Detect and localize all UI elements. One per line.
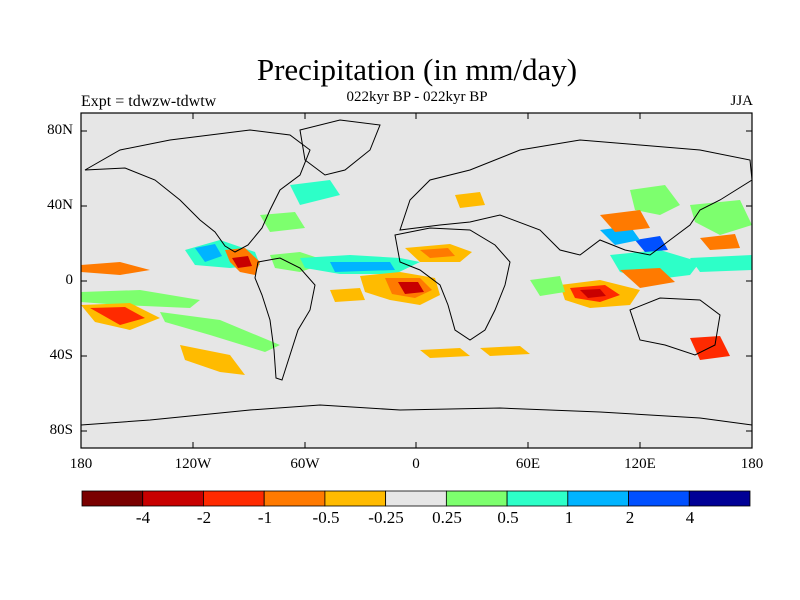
lon-label: 120E [624, 456, 656, 472]
colorbar-label: 1 [564, 508, 574, 527]
axis-ticks [81, 113, 752, 448]
patch [290, 180, 340, 205]
colorbar-swatch [324, 490, 387, 507]
colorbar-label: -4 [135, 508, 151, 527]
lon-label: 180 [740, 456, 764, 472]
patch [480, 346, 530, 356]
colorbar-swatch [628, 490, 690, 507]
colorbar-label: -1 [257, 508, 273, 527]
patch [420, 348, 470, 358]
lon-label: 60E [515, 456, 541, 472]
patch [600, 210, 650, 232]
lon-label: 120W [174, 456, 212, 472]
coastlines [80, 119, 753, 426]
colorbar-label: -0.5 [312, 508, 340, 527]
patch [690, 255, 752, 272]
lat-label: 80N [47, 122, 73, 138]
lat-label: 40S [49, 347, 73, 363]
colorbar-swatch [142, 490, 204, 507]
patch [690, 200, 752, 235]
lat-label: 80S [49, 422, 73, 438]
colorbar-label: 0.25 [432, 508, 462, 527]
colorbar-label: -0.25 [368, 508, 404, 527]
lat-label: 0 [65, 272, 74, 288]
map-subtitle: 022kyr BP - 022kyr BP [346, 89, 488, 105]
lon-label: 0 [412, 456, 420, 472]
season-label: JJA [730, 93, 753, 109]
patch [600, 226, 640, 245]
colorbar-swatch [81, 490, 144, 507]
patch [530, 276, 565, 296]
colorbar-swatch [203, 490, 265, 507]
map-title: Precipitation (in mm/day) [256, 52, 578, 87]
lon-label: 60W [290, 456, 320, 472]
colorbar-label: -2 [196, 508, 212, 527]
colorbar-swatch [567, 490, 629, 507]
experiment-label: Expt = tdwzw-tdwtw [81, 93, 217, 110]
colorbar-swatch [445, 490, 508, 507]
patch [260, 212, 305, 232]
patch [195, 244, 222, 262]
lat-label: 40N [47, 197, 73, 213]
patch [330, 288, 365, 302]
colorbar-swatch [506, 490, 569, 507]
patch [81, 262, 150, 275]
patch [232, 256, 252, 268]
patch [630, 185, 680, 215]
patch [398, 282, 424, 294]
patch [580, 289, 606, 298]
patch [700, 234, 740, 250]
colorbar-swatch [385, 490, 447, 507]
patch [420, 248, 455, 258]
patch [330, 262, 395, 272]
patch [180, 345, 245, 375]
patch [81, 290, 200, 308]
lon-label: 180 [69, 456, 93, 472]
colorbar-label: 0.5 [497, 508, 519, 527]
patch [620, 268, 675, 288]
patch [160, 312, 280, 352]
anomaly-patches [81, 180, 752, 375]
colorbar-label: 2 [625, 508, 635, 527]
patch [90, 307, 145, 325]
colorbar [81, 490, 751, 507]
patch [455, 192, 485, 208]
colorbar-label: 4 [685, 508, 695, 527]
colorbar-swatch [688, 490, 751, 507]
colorbar-swatch [263, 490, 326, 507]
